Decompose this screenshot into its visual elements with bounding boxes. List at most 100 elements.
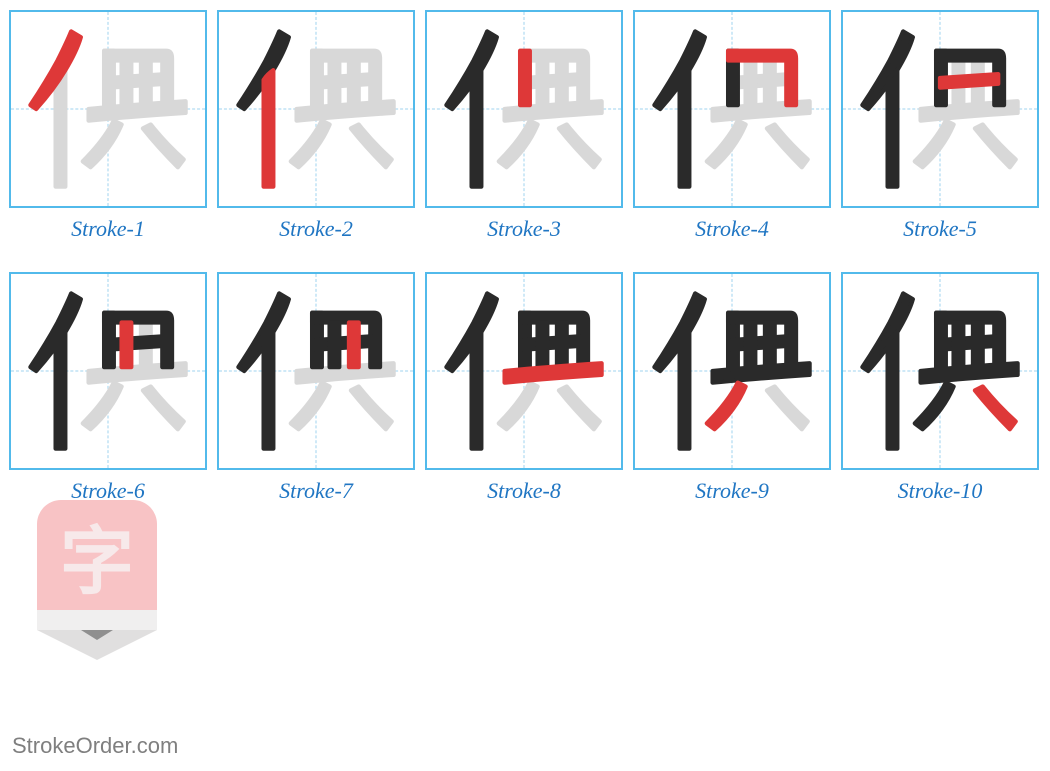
- stroke-path: [316, 74, 374, 88]
- stroke-label: Stroke-4: [695, 216, 769, 242]
- stroke-grid: Stroke-1 Stroke-2 Stroke-3 Stroke-4 Stroke-5…: [8, 10, 1042, 504]
- stroke-cell: Stroke-5: [840, 10, 1040, 242]
- stroke-path: [732, 74, 790, 88]
- stroke-path: [56, 70, 66, 186]
- stroke-path: [888, 70, 898, 186]
- stroke-path: [351, 125, 392, 168]
- stroke-path: [143, 125, 184, 168]
- stroke-path: [538, 61, 548, 106]
- character-svg: [219, 274, 413, 468]
- stroke-box: [217, 272, 415, 470]
- stroke-path: [746, 323, 756, 368]
- stroke-path: [291, 383, 330, 430]
- stroke-cell: Stroke-3: [424, 10, 624, 242]
- watermark-text: StrokeOrder.com: [12, 733, 178, 759]
- stroke-path: [559, 387, 600, 430]
- stroke-path: [520, 51, 530, 105]
- stroke-path: [122, 323, 132, 368]
- stroke-cell: Stroke-2: [216, 10, 416, 242]
- stroke-path: [765, 61, 775, 106]
- stroke-path: [707, 121, 746, 168]
- stroke-path: [557, 323, 567, 368]
- stroke-path: [940, 336, 998, 350]
- stroke-path: [108, 74, 166, 88]
- stroke-box: [633, 272, 831, 470]
- stroke-path: [680, 70, 690, 186]
- stroke-box: [841, 10, 1039, 208]
- character-svg: [635, 12, 829, 206]
- logo-box: 字: [37, 500, 157, 610]
- stroke-label: Stroke-7: [279, 478, 353, 504]
- stroke-path: [888, 332, 898, 448]
- stroke-path: [557, 61, 567, 106]
- stroke-cell: Stroke-4: [632, 10, 832, 242]
- logo-pencil-tip: [37, 630, 157, 660]
- stroke-path: [975, 125, 1016, 168]
- stroke-path: [83, 383, 122, 430]
- stroke-path: [746, 61, 756, 106]
- stroke-path: [330, 323, 340, 368]
- stroke-path: [559, 125, 600, 168]
- stroke-label: Stroke-3: [487, 216, 561, 242]
- stroke-box: [9, 10, 207, 208]
- stroke-box: [633, 10, 831, 208]
- stroke-path: [954, 323, 964, 368]
- stroke-path: [143, 387, 184, 430]
- character-svg: [427, 274, 621, 468]
- character-svg: [11, 274, 205, 468]
- stroke-path: [524, 336, 582, 350]
- stroke-box: [425, 10, 623, 208]
- stroke-path: [499, 383, 538, 430]
- stroke-label: Stroke-9: [695, 478, 769, 504]
- stroke-label: Stroke-10: [898, 478, 983, 504]
- stroke-path: [264, 70, 274, 186]
- stroke-path: [940, 74, 998, 88]
- stroke-cell: Stroke-6: [8, 272, 208, 504]
- stroke-cell: Stroke-9: [632, 272, 832, 504]
- stroke-cell: Stroke-7: [216, 272, 416, 504]
- stroke-path: [291, 121, 330, 168]
- stroke-path: [538, 323, 548, 368]
- stroke-path: [472, 70, 482, 186]
- stroke-label: Stroke-5: [903, 216, 977, 242]
- site-logo: 字: [32, 500, 162, 660]
- stroke-box: [217, 10, 415, 208]
- stroke-path: [351, 387, 392, 430]
- stroke-path: [56, 332, 66, 448]
- stroke-label: Stroke-8: [487, 478, 561, 504]
- stroke-cell: Stroke-10: [840, 272, 1040, 504]
- stroke-label: Stroke-2: [279, 216, 353, 242]
- stroke-path: [264, 332, 274, 448]
- character-svg: [843, 274, 1037, 468]
- stroke-path: [83, 121, 122, 168]
- stroke-path: [732, 336, 790, 350]
- character-svg: [843, 12, 1037, 206]
- stroke-cell: Stroke-8: [424, 272, 624, 504]
- logo-pencil-lead: [81, 630, 113, 640]
- logo-pencil-body: [37, 610, 157, 630]
- stroke-path: [108, 336, 166, 350]
- stroke-path: [330, 61, 340, 106]
- stroke-path: [973, 323, 983, 368]
- stroke-box: [425, 272, 623, 470]
- stroke-path: [765, 323, 775, 368]
- stroke-path: [316, 336, 374, 350]
- stroke-box: [9, 272, 207, 470]
- character-svg: [635, 274, 829, 468]
- logo-char: 字: [60, 502, 134, 609]
- character-svg: [219, 12, 413, 206]
- stroke-path: [915, 383, 954, 430]
- stroke-path: [499, 121, 538, 168]
- stroke-path: [472, 332, 482, 448]
- stroke-path: [349, 61, 359, 106]
- stroke-path: [975, 387, 1016, 430]
- stroke-label: Stroke-1: [71, 216, 145, 242]
- stroke-path: [767, 387, 808, 430]
- stroke-path: [349, 323, 359, 368]
- character-svg: [427, 12, 621, 206]
- stroke-path: [680, 332, 690, 448]
- stroke-path: [524, 74, 582, 88]
- stroke-path: [707, 383, 746, 430]
- character-svg: [11, 12, 205, 206]
- stroke-path: [767, 125, 808, 168]
